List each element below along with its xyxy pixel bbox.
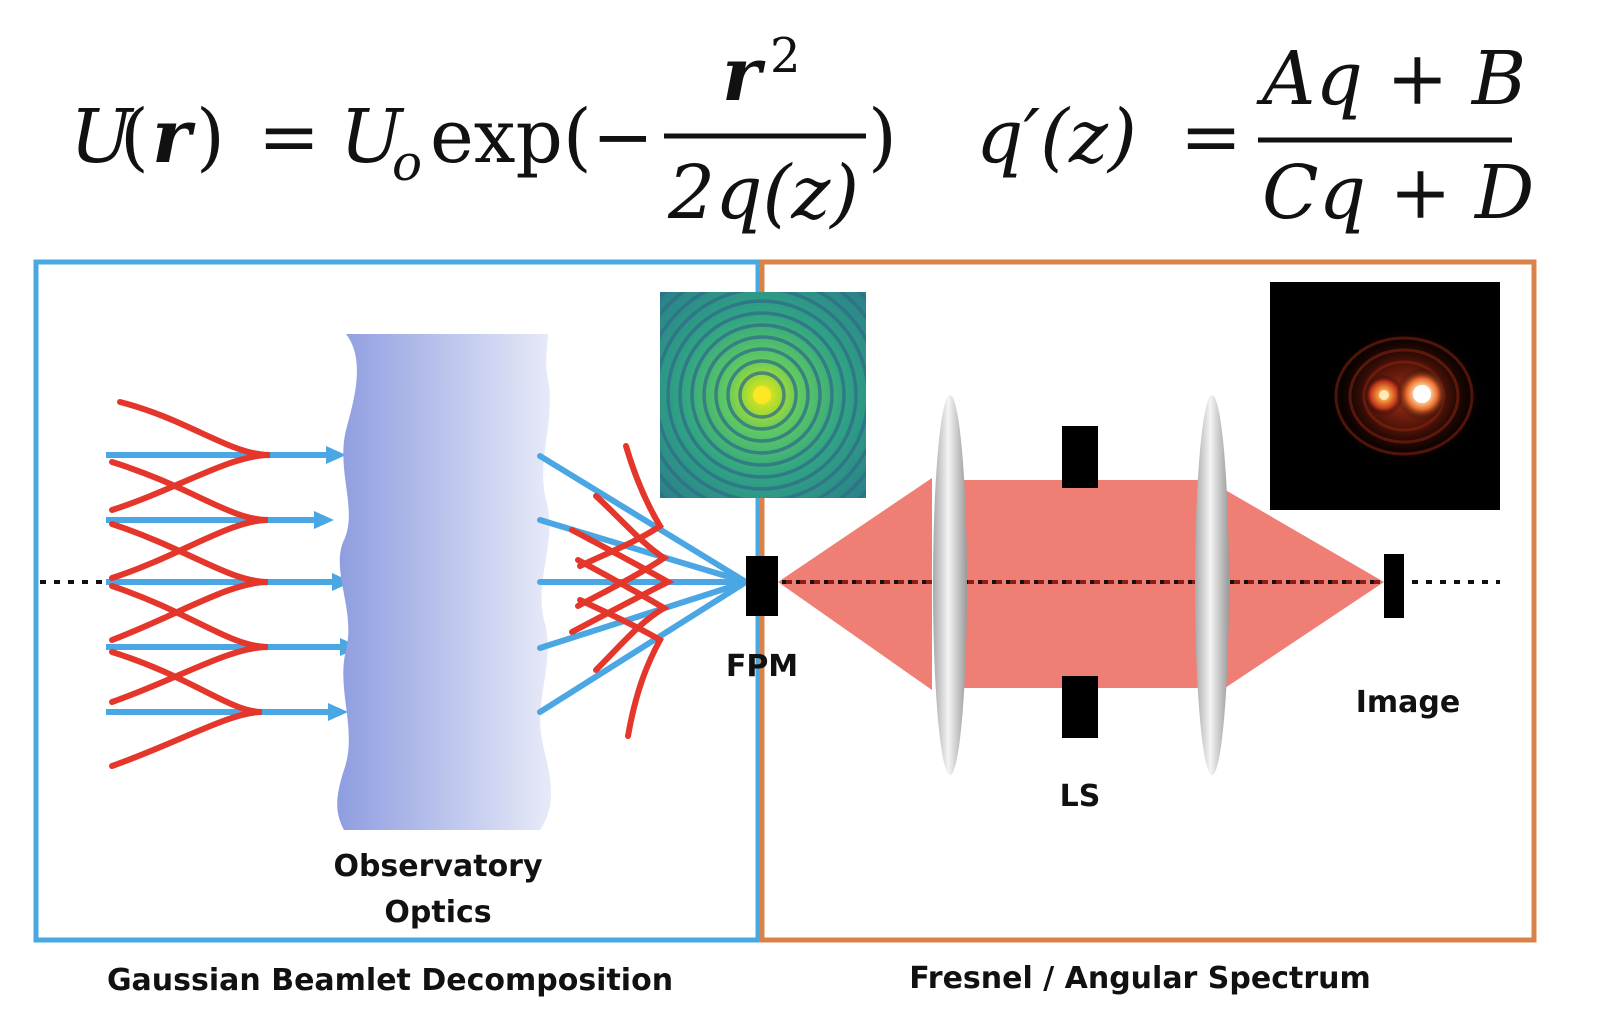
eq-lhs-u: U [70,94,135,180]
fpm-ring-pattern [660,292,866,498]
incoming-gaussian-profiles [109,399,271,769]
abcd-law-equation: q′(z) = Aq + B Cq + D [976,36,1534,236]
eq-amplitude: U [340,94,405,180]
fpm-label: FPM [726,649,798,684]
gaussian-beam-equation: U ( r ) = U o exp(− r 2 2q(z) ) [70,28,897,236]
optics-label-line1: Observatory [333,849,543,884]
focusing-cone [1222,488,1384,690]
eq2-numerator: Aq + B [1256,36,1526,122]
image-plane-detector [1384,554,1404,618]
eq-close-paren: ) [868,94,897,180]
incoming-beamlets [106,446,360,721]
eq2-denominator: Cq + D [1262,150,1534,236]
optics-label-line2: Optics [384,895,491,930]
converging-gaussian-profiles [569,443,675,739]
eq-numerator-r: r [722,32,766,118]
observatory-optics [337,334,552,830]
left-panel-caption: Gaussian Beamlet Decomposition [107,963,673,998]
ls-label: LS [1060,779,1101,814]
eq-equals: = [258,94,320,180]
eq-exp: exp(− [430,94,654,180]
psf-image [1270,282,1500,510]
lyot-stop-bottom [1062,676,1098,738]
image-label: Image [1356,685,1461,720]
eq-lhs-r: r [152,94,196,180]
eq-denominator: 2q(z) [667,150,859,236]
fpm-stop [746,556,778,616]
lens-2 [1195,395,1229,775]
eq-lhs-paren-open: ( [120,94,149,180]
eq-lhs-paren-close: ) [196,94,225,180]
lyot-stop-top [1062,426,1098,488]
eq-amplitude-subscript: o [392,134,422,192]
eq2-equals: = [1180,94,1242,180]
converging-beamlets [537,453,749,715]
eq-numerator-exponent: 2 [770,28,801,84]
lens-1 [933,395,967,775]
eq2-lhs: q′(z) [976,94,1137,180]
right-panel-caption: Fresnel / Angular Spectrum [909,961,1371,996]
